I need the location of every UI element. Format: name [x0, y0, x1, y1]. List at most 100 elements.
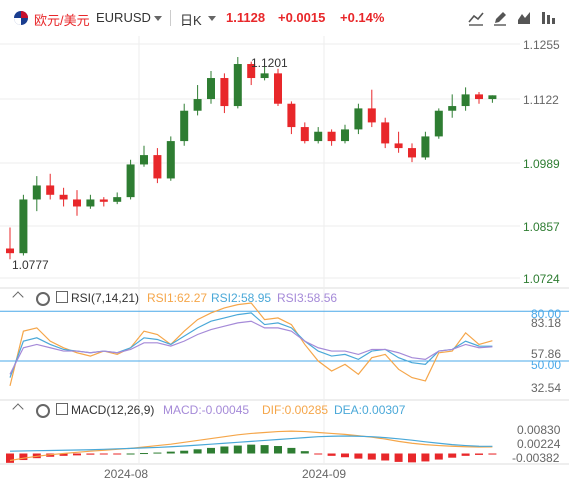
macd-bar — [140, 453, 148, 455]
candle-body — [113, 197, 122, 202]
candle-body — [19, 199, 28, 254]
candle-body — [475, 94, 483, 100]
candle-body — [99, 199, 108, 202]
candle-body — [287, 103, 296, 128]
dif-value: DIF:0.00285 — [262, 403, 329, 417]
macd-bar — [434, 453, 443, 460]
time-axis-label: 2024-09 — [302, 467, 347, 481]
indicator-icon[interactable] — [538, 8, 558, 28]
symbol-flag-icon — [14, 11, 28, 25]
macd-bar — [113, 453, 122, 455]
macd-bar — [126, 453, 135, 455]
macd-bar — [207, 447, 215, 454]
period-dropdown-icon[interactable] — [208, 16, 216, 21]
rsi-line-rsi3 — [9, 320, 493, 375]
macd-bar — [488, 453, 497, 455]
settings-gear-icon[interactable] — [36, 292, 50, 306]
price-axis-label: 1.1255 — [523, 38, 560, 52]
macd-bar — [247, 444, 256, 454]
macd-bar — [327, 453, 336, 456]
rsi-series — [0, 302, 569, 387]
candle-body — [448, 106, 457, 111]
rsi-axis-label: 83.18 — [531, 316, 562, 330]
rsi2-value: RSI2:58.95 — [211, 291, 272, 305]
macd-bar — [287, 447, 296, 454]
rsi1-value: RSI1:62.27 — [147, 291, 208, 305]
price-change-pct: +0.14% — [340, 10, 385, 25]
header-bar: 欧元/美元 EURUSD 日K 1.1128 +0.0015 +0.14% — [0, 0, 569, 36]
macd-bar — [86, 453, 95, 455]
candle-body — [434, 110, 443, 137]
kline-chart[interactable] — [0, 36, 569, 488]
macd-bar — [59, 453, 68, 456]
macd-bar — [153, 452, 162, 454]
indicator-toggle-icon[interactable] — [56, 403, 68, 415]
candle-body — [314, 131, 323, 142]
price-axis-label: 1.1122 — [523, 93, 559, 107]
period-selector[interactable]: 日K — [180, 13, 202, 28]
macd-bar — [367, 453, 376, 460]
candle-body — [86, 199, 95, 207]
macd-bar — [6, 453, 14, 463]
macd-bar — [166, 451, 175, 454]
candle-body — [274, 73, 282, 104]
macd-axis-label: -0.00382 — [512, 451, 560, 465]
candle-body — [394, 143, 403, 149]
macd-axis-label: 0.00830 — [517, 423, 561, 437]
last-price: 1.1128 — [226, 10, 266, 25]
macd-bar — [314, 453, 323, 455]
settings-gear-icon[interactable] — [36, 404, 50, 418]
macd-value: MACD:-0.00045 — [163, 403, 250, 417]
symbol-name[interactable]: 欧元/美元 — [34, 13, 90, 28]
macd-bar — [220, 446, 229, 454]
candle-body — [46, 185, 55, 195]
rsi-level-label: 50.00 — [531, 358, 562, 372]
candle-body — [73, 199, 81, 207]
macd-bar — [394, 453, 403, 462]
candle-body — [461, 94, 470, 107]
candle-body — [300, 127, 309, 142]
macd-bar — [73, 453, 81, 456]
price-change: +0.0015 — [278, 10, 326, 25]
candle-body — [207, 78, 215, 100]
draw-icon[interactable] — [490, 8, 510, 28]
candle-body — [166, 141, 175, 179]
candle-body — [260, 73, 269, 79]
price-axis-label: 1.0989 — [523, 157, 560, 171]
symbol-code[interactable]: EURUSD — [96, 10, 151, 25]
candle-body — [153, 155, 162, 179]
candle-body — [140, 155, 148, 165]
macd-bar — [19, 453, 28, 461]
candle-body — [59, 194, 68, 200]
candle-body — [193, 99, 202, 111]
symbol-dropdown-icon[interactable] — [154, 16, 162, 21]
candle-body — [341, 129, 349, 142]
indicator-toggle-icon[interactable] — [56, 291, 68, 303]
candle-body — [6, 248, 14, 254]
line-chart-icon[interactable] — [466, 8, 486, 28]
macd-bar — [381, 453, 390, 461]
candle-body — [126, 164, 135, 198]
macd-bar — [354, 453, 363, 459]
candle-body — [421, 136, 430, 158]
dea-value: DEA:0.00307 — [334, 403, 406, 417]
candle-body — [220, 78, 229, 107]
header-divider — [170, 10, 171, 26]
macd-bar — [300, 451, 309, 454]
high-price-label: 1.1201 — [251, 56, 288, 70]
candle-body — [367, 108, 376, 123]
rsi-line-rsi2 — [9, 312, 493, 378]
macd-line-dif — [9, 430, 493, 462]
rsi-axis-label: 32.54 — [531, 381, 562, 395]
candle-body — [180, 110, 189, 142]
candle-body — [327, 131, 336, 142]
adjust-icon[interactable] — [514, 8, 534, 28]
rsi-level-label: 80.00 — [531, 307, 562, 321]
macd-bar — [193, 449, 202, 454]
macd-histogram — [6, 444, 497, 463]
macd-bar — [99, 453, 108, 455]
macd-axis-label: 0.00224 — [517, 437, 561, 451]
candle-body — [381, 122, 390, 144]
candle-body — [488, 95, 497, 100]
